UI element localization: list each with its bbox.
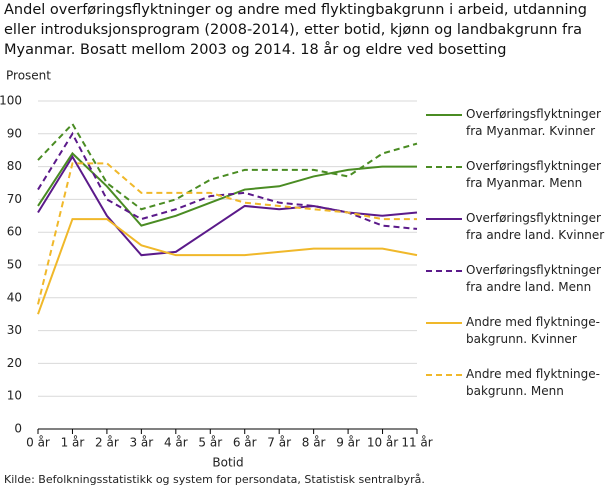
y-tick-label: 50	[7, 258, 22, 272]
series-line	[37, 154, 418, 257]
x-tick-label: 3 år	[129, 436, 153, 450]
x-tick-label: 7 år	[267, 436, 291, 450]
y-tick-label: 40	[7, 290, 22, 304]
x-tick-label: 2 år	[95, 436, 119, 450]
legend-label: Overføringsflyktninger fra Myanmar. Menn	[466, 159, 601, 190]
legend-item: Andre med flyktninge-bakgrunn. Kvinner	[466, 315, 600, 346]
legend-item: Overføringsflyktninger fra andre land. K…	[466, 211, 605, 242]
y-tick-label: 30	[7, 323, 22, 337]
legend-label: Andre med flyktninge-bakgrunn. Kvinner	[466, 315, 600, 346]
y-tick-label: 80	[7, 159, 22, 173]
y-tick-label: 60	[7, 225, 22, 239]
x-tick-label: 8 år	[302, 436, 326, 450]
x-tick-label: 5 år	[198, 436, 222, 450]
legend-label: Andre med flyktninge-bakgrunn. Menn	[466, 367, 600, 398]
legend-label: Overføringsflyktninger fra Myanmar. Kvin…	[466, 107, 601, 138]
x-tick-label: 10 år	[367, 436, 398, 450]
y-axis-label: Prosent	[6, 69, 51, 83]
legend-item: Overføringsflyktninger fra andre land. M…	[466, 263, 601, 294]
x-tick-label: 9 år	[336, 436, 360, 450]
legend-label: Overføringsflyktninger fra andre land. K…	[466, 211, 605, 242]
x-tick-label: 11 år	[401, 436, 432, 450]
series-line	[37, 218, 418, 315]
series-line	[37, 122, 418, 211]
legend-label: Overføringsflyktninger fra andre land. M…	[466, 263, 601, 294]
y-tick-label: 90	[7, 126, 22, 140]
chart-title: Andel overføringsflyktninger og andre me…	[4, 2, 587, 58]
y-tick-label: 20	[7, 356, 22, 370]
x-tick-label: 6 år	[233, 436, 257, 450]
y-tick-label: 70	[7, 192, 22, 206]
series-line	[37, 162, 417, 305]
x-tick-label: 0 år	[26, 436, 50, 450]
y-tick-label: 0	[14, 422, 22, 436]
series-line	[37, 151, 417, 227]
legend-item: Overføringsflyktninger fra Myanmar. Kvin…	[466, 107, 601, 138]
legend-item: Andre med flyktninge-bakgrunn. Menn	[466, 367, 600, 398]
source: Kilde: Befolkningsstatistikk og system f…	[4, 473, 425, 486]
x-tick-label: 1 år	[61, 436, 85, 450]
y-tick-label: 100	[0, 94, 22, 108]
y-tick-label: 10	[7, 389, 22, 403]
x-axis-label: Botid	[212, 456, 243, 470]
x-tick-label: 4 år	[164, 436, 188, 450]
legend-item: Overføringsflyktninger fra Myanmar. Menn	[466, 159, 601, 190]
